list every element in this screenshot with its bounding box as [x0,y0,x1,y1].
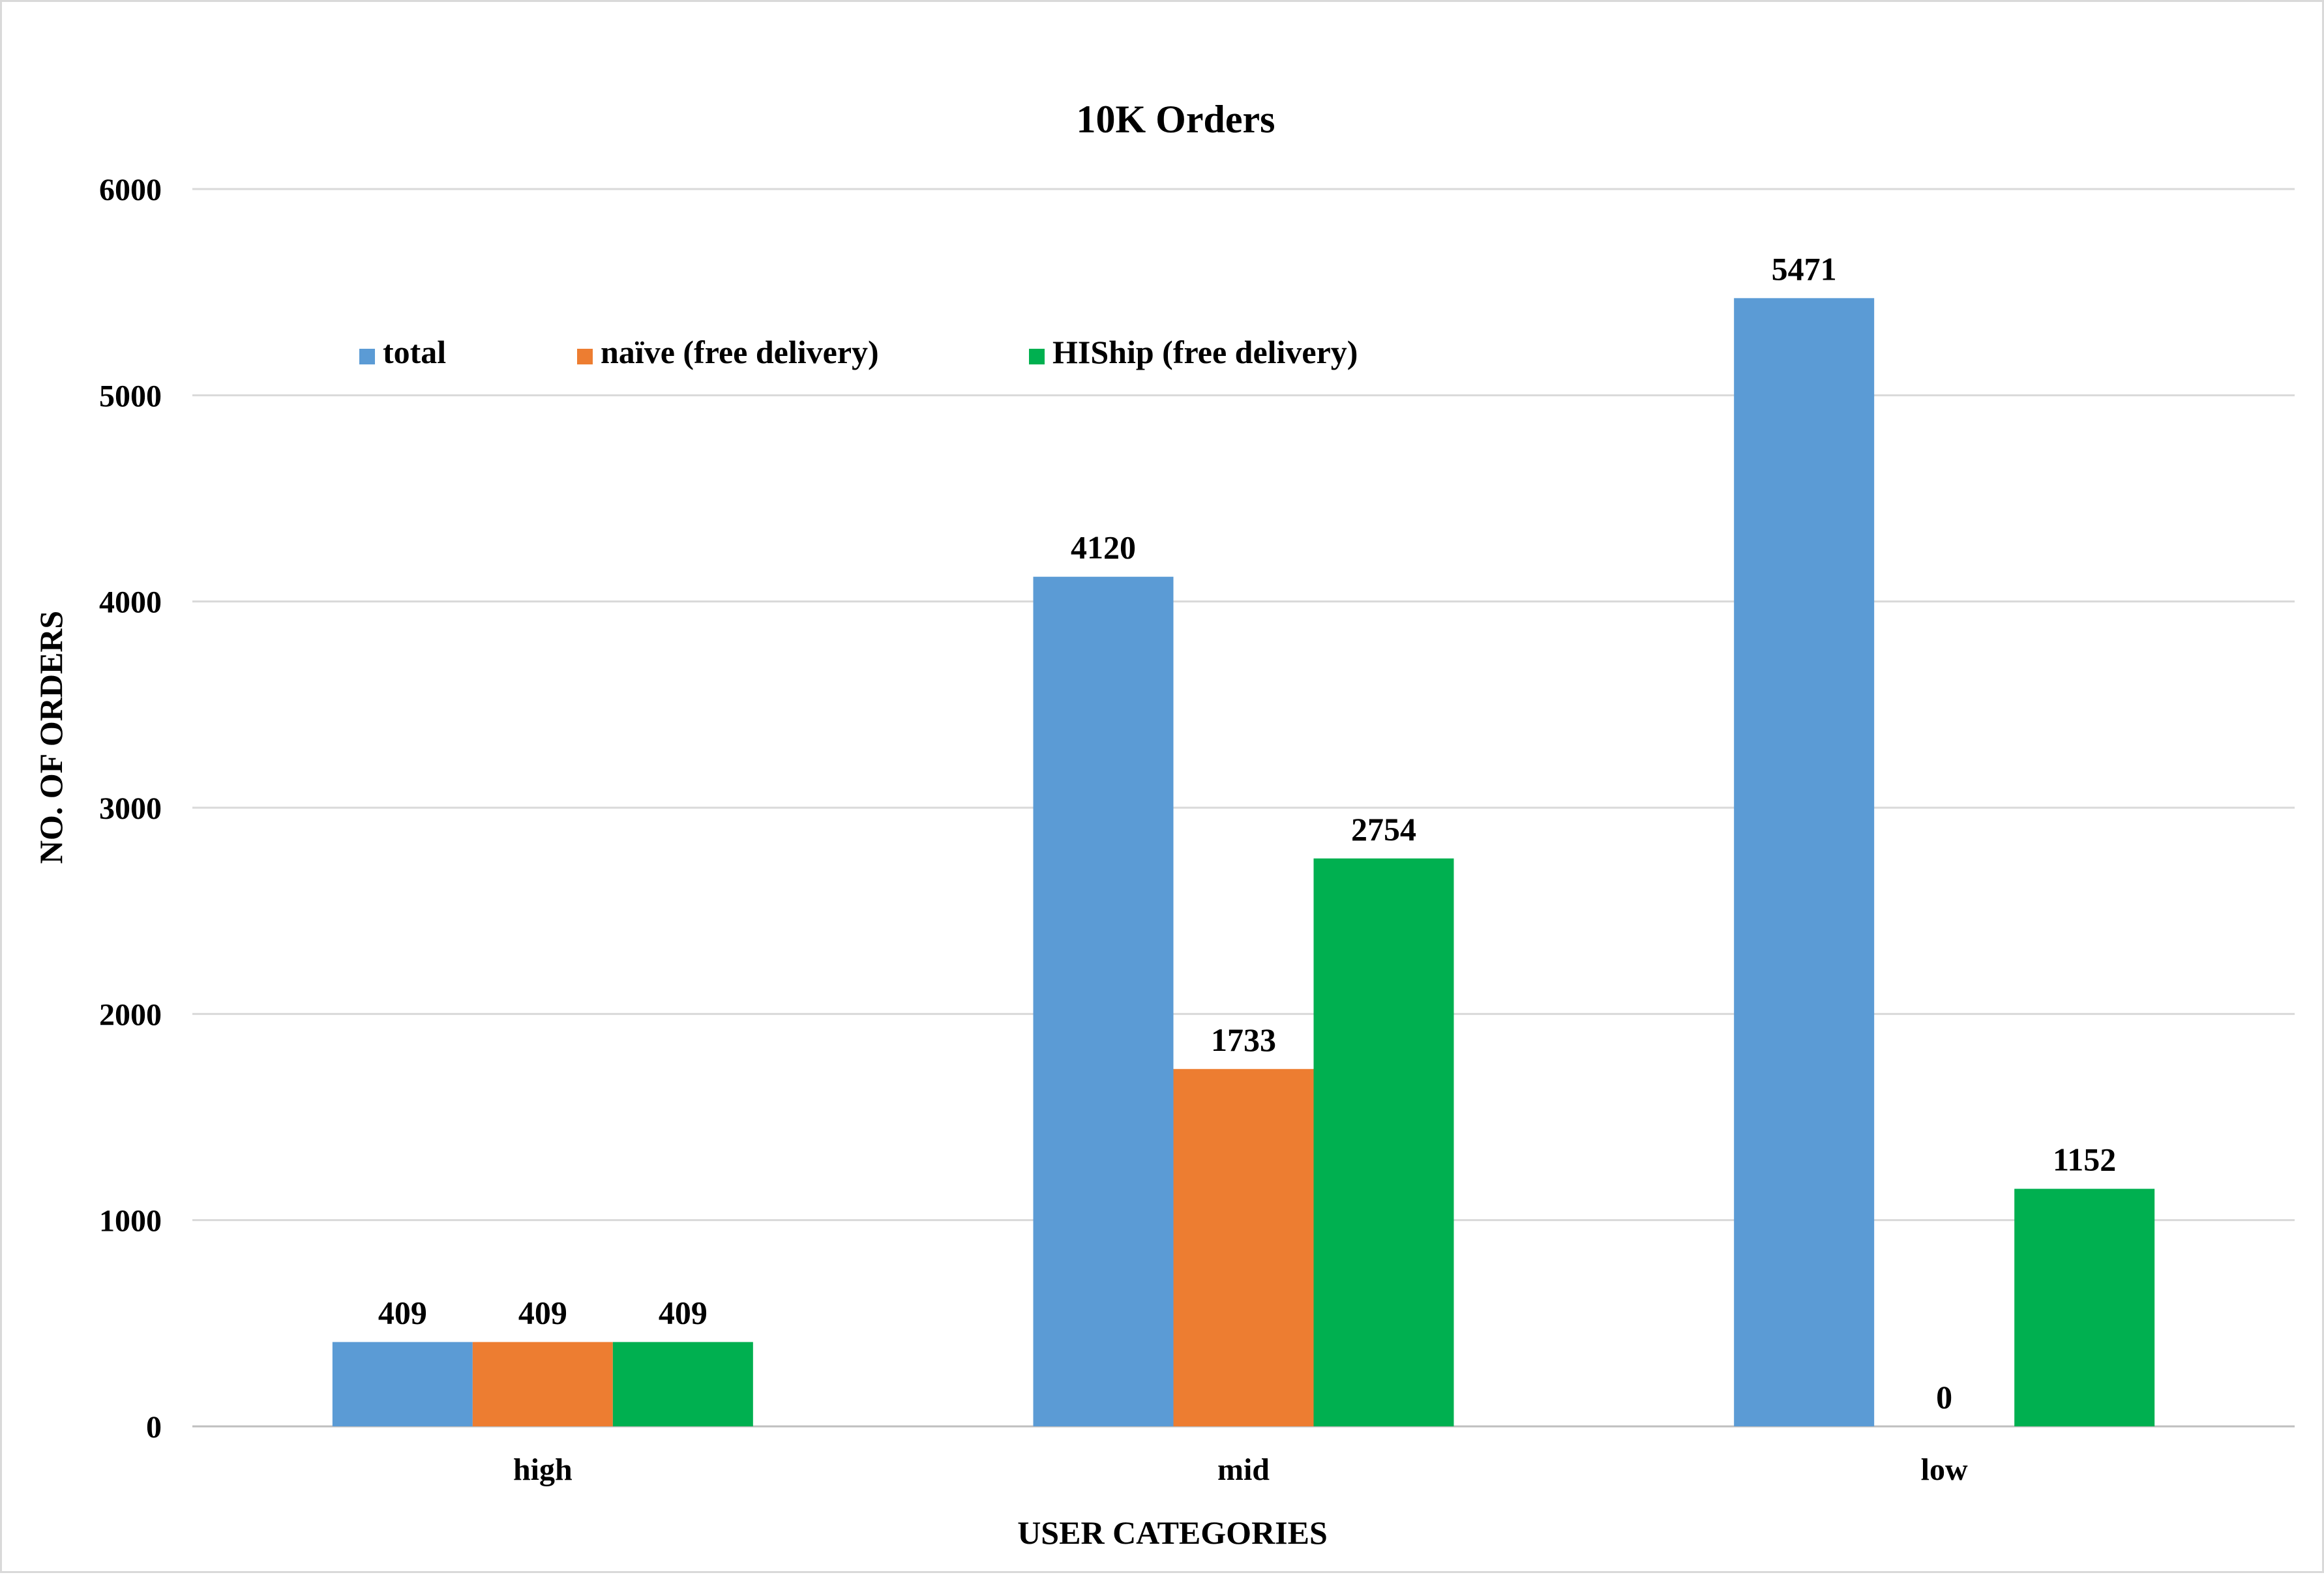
bar-hiship-mid [1313,858,1454,1426]
bar-total-mid [1033,576,1174,1426]
legend: total naïve (free delivery) HIShip (free d… [359,334,1358,370]
data-label: 0 [1936,1379,1952,1415]
data-label: 409 [378,1295,427,1331]
data-label: 409 [518,1295,567,1331]
data-label: 4120 [1071,529,1136,566]
x-tick-label: low [1921,1452,1968,1487]
x-axis-ticks: high mid low [513,1452,1968,1487]
y-tick-label: 1000 [99,1204,162,1239]
data-label: 409 [659,1295,708,1331]
data-labels: 409 409 409 4120 1733 2754 5471 0 1152 [378,250,2116,1415]
y-tick-label: 3000 [99,791,162,826]
y-tick-label: 4000 [99,585,162,620]
legend-swatch [1029,349,1045,364]
y-tick-label: 0 [146,1410,162,1445]
bars [332,298,2155,1426]
bar-total-low [1734,298,1875,1426]
bar-hiship-high [612,1342,753,1426]
x-tick-label: mid [1217,1452,1270,1487]
legend-label: HIShip (free delivery) [1052,334,1358,370]
bar-naïve-high [472,1342,613,1426]
gridlines [192,188,2295,1428]
y-tick-label: 5000 [99,379,162,413]
chart-title: 10K Orders [1077,98,1275,141]
data-label: 1733 [1211,1022,1276,1058]
legend-label: naïve (free delivery) [601,334,879,370]
y-axis-ticks: 0 1000 2000 3000 4000 5000 6000 [99,173,162,1445]
data-label: 1152 [2053,1141,2116,1178]
x-axis-label: USER CATEGORIES [1017,1514,1328,1551]
legend-swatch [577,349,593,364]
bar-naïve-mid [1173,1068,1314,1426]
y-axis-label: NO. OF ORDERS [33,611,69,864]
data-label: 2754 [1351,811,1416,847]
x-tick-label: high [513,1452,573,1487]
bar-hiship-low [2014,1188,2155,1426]
y-tick-label: 2000 [99,997,162,1032]
y-tick-label: 6000 [99,173,162,207]
bar-total-high [332,1342,473,1426]
legend-swatch [359,349,375,364]
legend-label: total [383,334,446,370]
data-label: 5471 [1772,250,1837,287]
